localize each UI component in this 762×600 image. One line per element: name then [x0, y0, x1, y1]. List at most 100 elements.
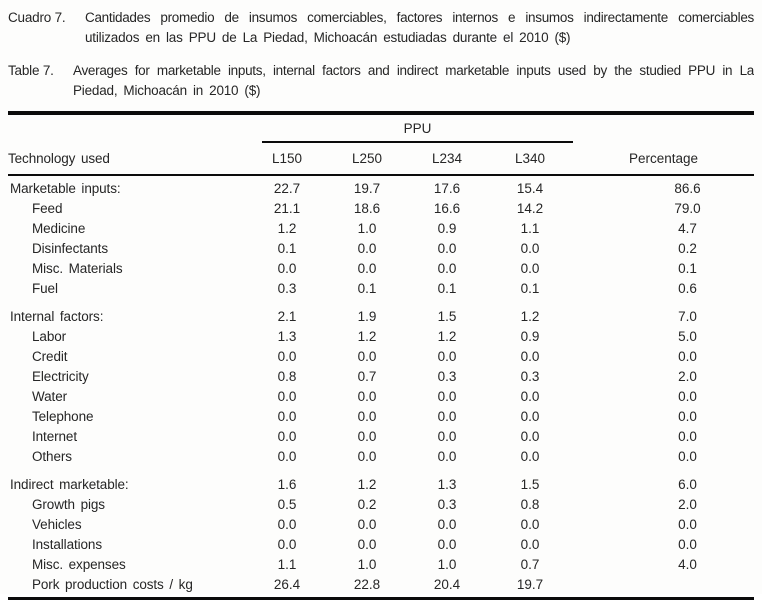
value-cell: 0.0	[520, 409, 540, 424]
column-header-l150: L150	[247, 143, 327, 176]
value-cell: 20.4	[433, 577, 461, 592]
row-label: Telephone	[32, 409, 94, 424]
value-cell: 1.9	[357, 309, 377, 324]
value-cell: 0.5	[277, 497, 297, 512]
row-label: Growth pigs	[32, 497, 105, 512]
value-cell: 1.2	[357, 477, 377, 492]
value-cell: 0.0	[520, 389, 540, 404]
percentage-cell: 2.0	[678, 369, 697, 384]
value-cell: 0.0	[437, 389, 457, 404]
value-cell: 0.0	[357, 261, 377, 276]
value-cell: 2.1	[277, 309, 297, 324]
value-cell: 0.0	[520, 261, 540, 276]
value-cell: 0.0	[437, 241, 457, 256]
value-cell: 21.1	[273, 201, 301, 216]
value-cell: 0.0	[277, 429, 297, 444]
value-cell: 0.0	[520, 517, 540, 532]
column-header-l250: L250	[327, 143, 407, 176]
value-cell: 0.0	[437, 349, 457, 364]
row-label: Feed	[32, 201, 63, 216]
table-row: Misc. Materials 0.0 0.0 0.0 0.0 0.1	[8, 259, 754, 279]
value-cell: 0.3	[520, 369, 540, 384]
column-header-row: Technology used L150 L250 L234 L340 Perc…	[8, 143, 755, 176]
table-row: Medicine 1.2 1.0 0.9 1.1 4.7	[8, 219, 754, 239]
percentage-cell: 4.0	[678, 557, 697, 572]
row-label: Marketable inputs:	[10, 181, 121, 196]
value-cell: 22.7	[273, 181, 301, 196]
value-cell: 0.0	[357, 241, 377, 256]
value-cell: 1.3	[277, 329, 297, 344]
value-cell: 0.7	[520, 557, 540, 572]
table-row: Labor 1.3 1.2 1.2 0.9 5.0	[8, 327, 754, 347]
value-cell: 0.0	[357, 389, 377, 404]
caption-spanish: Cuadro 7. Cantidades promedio de insumos…	[8, 8, 754, 48]
table-row: Credit 0.0 0.0 0.0 0.0 0.0	[8, 347, 754, 367]
percentage-cell	[573, 575, 754, 599]
value-cell: 0.0	[277, 409, 297, 424]
row-label: Medicine	[32, 221, 86, 236]
value-cell: 0.0	[520, 349, 540, 364]
row-label: Fuel	[32, 281, 58, 296]
row-label: Pork production costs / kg	[32, 577, 193, 592]
ppu-header-spacer	[573, 113, 754, 143]
row-label: Others	[32, 449, 72, 464]
percentage-cell: 0.0	[678, 517, 697, 532]
table-row: Installations 0.0 0.0 0.0 0.0 0.0	[8, 535, 754, 555]
value-cell: 0.3	[277, 281, 297, 296]
value-cell: 0.0	[437, 537, 457, 552]
table-row: Electricity 0.8 0.7 0.3 0.3 2.0	[8, 367, 754, 387]
percentage-cell: 86.6	[674, 181, 701, 196]
value-cell: 0.0	[520, 241, 540, 256]
percentage-cell: 5.0	[678, 329, 697, 344]
caption-spanish-line1: Cantidades promedio de insumos comerciab…	[85, 10, 754, 25]
value-cell: 0.0	[357, 449, 377, 464]
value-cell: 19.7	[516, 577, 544, 592]
value-cell: 1.0	[437, 557, 457, 572]
column-header-technology-used: Technology used	[8, 143, 247, 176]
value-cell: 0.0	[357, 429, 377, 444]
value-cell: 1.1	[277, 557, 297, 572]
percentage-cell: 0.0	[678, 449, 697, 464]
ppu-group-header-cell: PPU	[247, 113, 574, 143]
value-cell: 1.5	[520, 477, 540, 492]
row-label: Labor	[32, 329, 67, 344]
row-label: Indirect marketable:	[10, 477, 129, 492]
value-cell: 0.1	[357, 281, 377, 296]
value-cell: 0.3	[437, 497, 457, 512]
table-row: Fuel 0.3 0.1 0.1 0.1 0.6	[8, 279, 754, 299]
value-cell: 0.8	[277, 369, 297, 384]
table-row: Pork production costs / kg 26.4 22.8 20.4 19…	[8, 575, 754, 599]
value-cell: 0.0	[437, 517, 457, 532]
table-body: Marketable inputs: 22.7 19.7 17.6 15.4 86.6 Fe…	[8, 175, 754, 599]
value-cell: 19.7	[353, 181, 381, 196]
row-label: Electricity	[32, 369, 89, 384]
value-cell: 0.0	[357, 349, 377, 364]
percentage-cell: 0.2	[678, 241, 697, 256]
value-cell: 1.2	[277, 221, 297, 236]
caption-english-label: Table 7.	[8, 63, 54, 78]
percentage-cell: 0.6	[678, 281, 697, 296]
table-row: Telephone 0.0 0.0 0.0 0.0 0.0	[8, 407, 754, 427]
row-label: Credit	[32, 349, 68, 364]
value-cell: 0.0	[357, 409, 377, 424]
table-row: Growth pigs 0.5 0.2 0.3 0.8 2.0	[8, 495, 754, 515]
value-cell: 15.4	[516, 181, 544, 196]
value-cell: 1.2	[520, 309, 540, 324]
percentage-cell: 0.0	[678, 537, 697, 552]
ppu-header-spacer	[8, 113, 247, 143]
value-cell: 0.1	[277, 241, 297, 256]
value-cell: 1.1	[520, 221, 540, 236]
value-cell: 0.1	[520, 281, 540, 296]
percentage-cell: 0.1	[678, 261, 697, 276]
table-row: Others 0.0 0.0 0.0 0.0 0.0	[8, 447, 754, 467]
value-cell: 0.8	[520, 497, 540, 512]
percentage-cell: 4.7	[678, 221, 697, 236]
row-label: Misc. expenses	[32, 557, 126, 572]
averages-table: PPU Technology used L150 L250 L234 L340 …	[8, 111, 755, 600]
percentage-cell: 6.0	[678, 477, 697, 492]
value-cell: 0.0	[277, 389, 297, 404]
table-row: Disinfectants 0.1 0.0 0.0 0.0 0.2	[8, 239, 754, 259]
value-cell: 0.9	[437, 221, 457, 236]
value-cell: 0.0	[277, 261, 297, 276]
percentage-cell: 7.0	[678, 309, 697, 324]
